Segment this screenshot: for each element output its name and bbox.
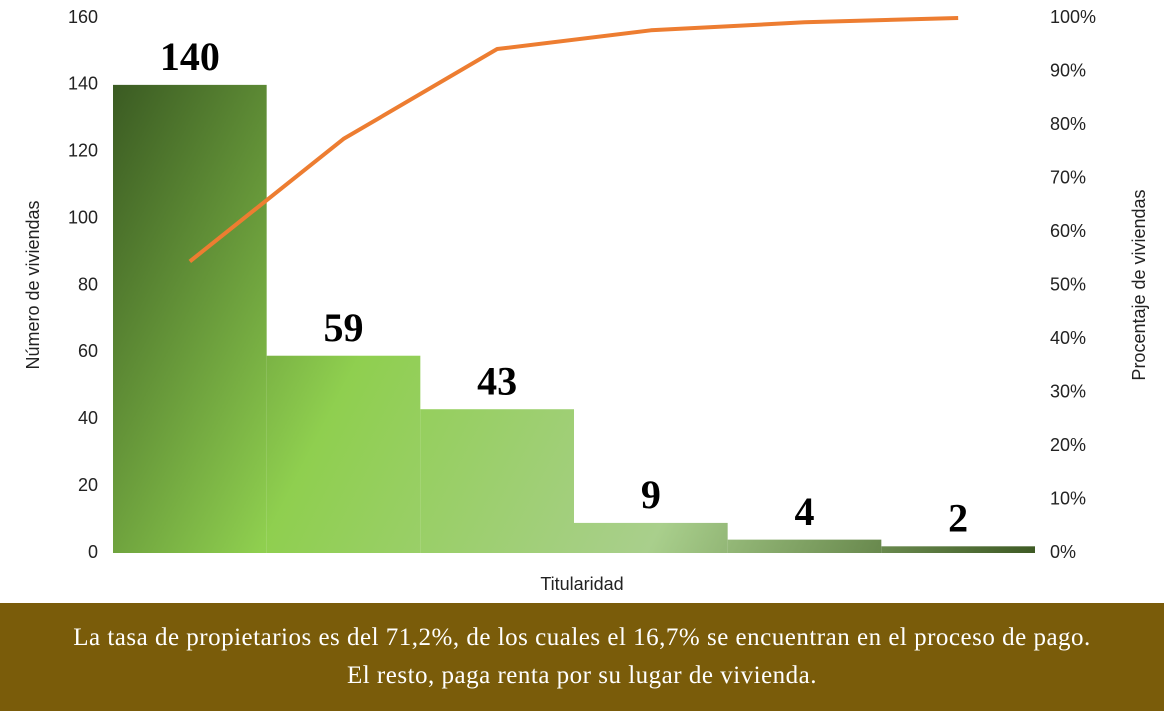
y2-tick-label: 60% <box>1050 221 1086 241</box>
cumulative-line <box>188 16 959 263</box>
y2-tick-label: 80% <box>1050 114 1086 134</box>
bar <box>727 539 882 553</box>
y2-axis-label: Procentaje de viviendas <box>1129 189 1149 380</box>
bar <box>881 546 1035 553</box>
bar-label: 2 <box>948 495 968 540</box>
bar <box>113 84 267 553</box>
y-tick-label: 100 <box>68 207 98 227</box>
y-tick-label: 140 <box>68 74 98 94</box>
y2-tick-label: 10% <box>1050 488 1086 508</box>
bar-label: 43 <box>477 358 517 403</box>
bar-label: 9 <box>641 472 661 517</box>
bar-label: 140 <box>160 34 220 79</box>
y-tick-label: 20 <box>78 475 98 495</box>
y-tick-label: 0 <box>88 542 98 562</box>
y2-tick-label: 70% <box>1050 167 1086 187</box>
y2-tick-label: 20% <box>1050 435 1086 455</box>
bar <box>574 522 728 553</box>
y2-tick-label: 100% <box>1050 7 1096 27</box>
bar <box>266 355 421 553</box>
y-tick-label: 160 <box>68 7 98 27</box>
bar <box>420 409 574 553</box>
y2-tick-label: 50% <box>1050 274 1086 294</box>
y2-tick-label: 30% <box>1050 381 1086 401</box>
bar-label: 59 <box>324 305 364 350</box>
note-banner: La tasa de propietarios es del 71,2%, de… <box>0 603 1164 711</box>
y-tick-label: 80 <box>78 274 98 294</box>
y2-tick-label: 40% <box>1050 328 1086 348</box>
y2-tick-label: 0% <box>1050 542 1076 562</box>
bar-label: 4 <box>795 489 815 534</box>
y-tick-label: 40 <box>78 408 98 428</box>
y-tick-label: 60 <box>78 341 98 361</box>
chart: Titularidad Número de viviendas Procenta… <box>23 7 1149 594</box>
x-axis-label: Titularidad <box>540 574 623 594</box>
y-axis-label: Número de viviendas <box>23 200 43 369</box>
y2-tick-label: 90% <box>1050 60 1086 80</box>
y-tick-label: 120 <box>68 141 98 161</box>
